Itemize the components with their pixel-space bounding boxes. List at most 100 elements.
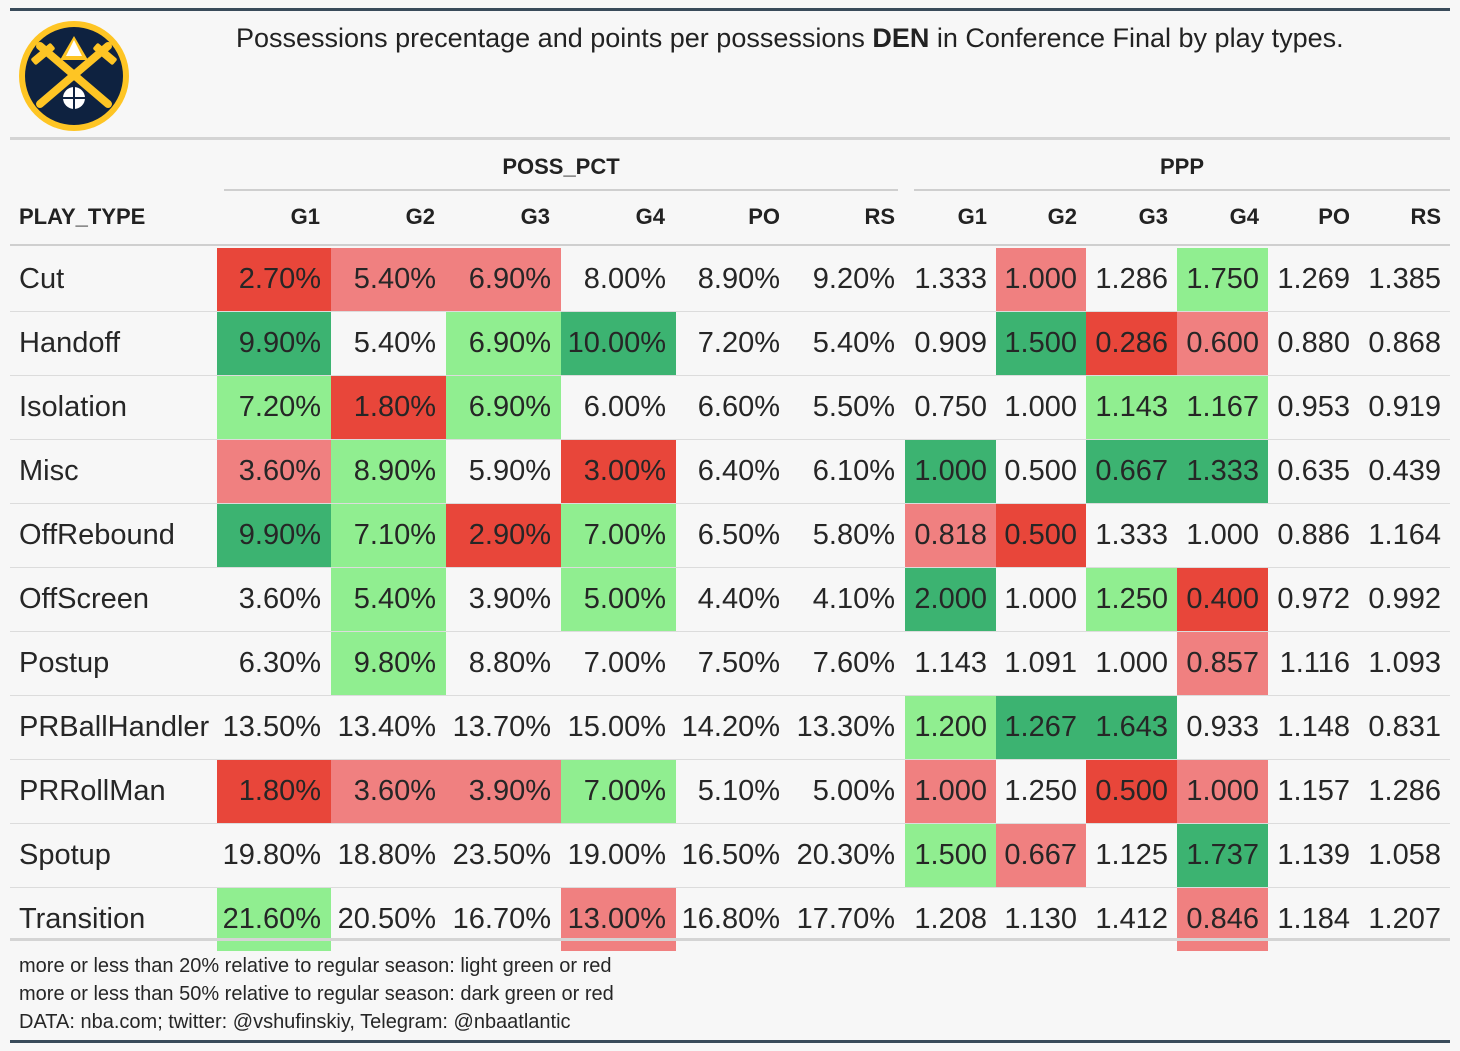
cell-poss-pct-g1: 3.60%	[217, 439, 331, 504]
group-underline-poss-pct	[224, 189, 898, 191]
cell-ppp-g2: 0.500	[996, 503, 1086, 568]
cell-poss-pct-g2: 20.50%	[331, 887, 446, 951]
chart-title-team: DEN	[872, 23, 930, 53]
cell-ppp-g3: 1.412	[1086, 887, 1177, 951]
cell-ppp-g1: 2.000	[905, 567, 996, 632]
cell-ppp-g1: 1.000	[905, 759, 996, 824]
cell-poss-pct-g3: 2.90%	[446, 503, 561, 568]
cell-ppp-g4: 1.167	[1177, 375, 1268, 440]
table-row: OffScreen 3.60% 5.40% 3.90% 5.00% 4.40% 4.10% 2…	[10, 567, 1450, 632]
footnotes: more or less than 20% relative to regula…	[19, 952, 614, 1036]
cell-poss-pct-rs: 6.10%	[790, 439, 905, 504]
cell-poss-pct-rs: 20.30%	[790, 823, 905, 888]
cell-poss-pct-g4: 10.00%	[561, 311, 676, 376]
group-underline-ppp	[914, 189, 1450, 191]
column-header-poss-pct-po: PO	[748, 204, 780, 229]
cell-poss-pct-g2: 5.40%	[331, 311, 446, 376]
cell-poss-pct-g2: 5.40%	[331, 248, 446, 312]
cell-poss-pct-g2: 5.40%	[331, 567, 446, 632]
cell-ppp-rs: 0.992	[1359, 567, 1450, 632]
cell-poss-pct-po: 7.20%	[676, 311, 790, 376]
column-header-poss-pct-g2: G2	[405, 204, 435, 229]
cell-poss-pct-g4: 7.00%	[561, 503, 676, 568]
cell-poss-pct-g4: 3.00%	[561, 439, 676, 504]
top-border	[10, 8, 1450, 11]
chart-title: Possessions precentage and points per po…	[236, 23, 1344, 53]
cell-poss-pct-g3: 23.50%	[446, 823, 561, 888]
cell-ppp-po: 1.116	[1268, 631, 1359, 696]
cell-ppp-rs: 1.207	[1359, 887, 1450, 951]
column-header-poss-pct-g4: G4	[635, 204, 665, 229]
cell-poss-pct-g3: 3.90%	[446, 759, 561, 824]
cell-ppp-po: 1.148	[1268, 695, 1359, 760]
cell-ppp-g2: 1.000	[996, 375, 1086, 440]
column-header-ppp-g2: G2	[1047, 204, 1077, 229]
cell-poss-pct-g1: 13.50%	[217, 695, 331, 760]
cell-poss-pct-g2: 18.80%	[331, 823, 446, 888]
cell-ppp-po: 1.157	[1268, 759, 1359, 824]
nuggets-logo-icon	[19, 21, 129, 131]
cell-ppp-g2: 1.130	[996, 887, 1086, 951]
cell-ppp-g3: 1.143	[1086, 375, 1177, 440]
cell-ppp-rs: 1.286	[1359, 759, 1450, 824]
cell-ppp-po: 0.880	[1268, 311, 1359, 376]
column-header-play-type: PLAY_TYPE	[19, 204, 146, 229]
cell-ppp-rs: 1.164	[1359, 503, 1450, 568]
table-row: PRBallHandler 13.50% 13.40% 13.70% 15.00% 14.…	[10, 695, 1450, 760]
cell-ppp-po: 0.635	[1268, 439, 1359, 504]
cell-poss-pct-rs: 5.80%	[790, 503, 905, 568]
cell-poss-pct-po: 6.40%	[676, 439, 790, 504]
cell-poss-pct-g1: 19.80%	[217, 823, 331, 888]
cell-poss-pct-g4: 13.00%	[561, 887, 676, 951]
cell-ppp-g1: 0.909	[905, 311, 996, 376]
row-label: Cut	[19, 263, 65, 295]
table-row: OffRebound 9.90% 7.10% 2.90% 7.00% 6.50% 5.80%…	[10, 503, 1450, 568]
cell-ppp-rs: 1.058	[1359, 823, 1450, 888]
row-label: Postup	[10, 631, 217, 696]
cell-ppp-g1: 0.750	[905, 375, 996, 440]
cell-ppp-rs: 0.439	[1359, 439, 1450, 504]
cell-poss-pct-g4: 19.00%	[561, 823, 676, 888]
cell-poss-pct-g2: 9.80%	[331, 631, 446, 696]
row-label: PRRollMan	[10, 759, 217, 824]
cell-ppp-g1: 1.143	[905, 631, 996, 696]
cell-ppp-g1: 1.000	[905, 439, 996, 504]
cell-ppp-g2: 1.000	[996, 567, 1086, 632]
table-row: Transition 21.60% 20.50% 16.70% 13.00% 16.80%…	[10, 887, 1450, 951]
column-header-ppp-g3: G3	[1138, 204, 1168, 229]
column-header-divider	[10, 244, 1450, 246]
cell-poss-pct-g3: 13.70%	[446, 695, 561, 760]
cell-ppp-g4: 1.000	[1177, 503, 1268, 568]
cell-ppp-g4: 1.333	[1177, 439, 1268, 504]
cell-poss-pct-rs: 9.20%	[812, 263, 895, 295]
column-header-ppp-rs: RS	[1410, 204, 1441, 229]
cell-poss-pct-po: 5.10%	[676, 759, 790, 824]
row-label: PRBallHandler	[10, 695, 217, 760]
cell-poss-pct-g1: 1.80%	[217, 759, 331, 824]
cell-poss-pct-rs: 17.70%	[790, 887, 905, 951]
cell-poss-pct-rs: 5.50%	[790, 375, 905, 440]
cell-ppp-g2: 1.250	[996, 759, 1086, 824]
cell-poss-pct-po: 14.20%	[676, 695, 790, 760]
cell-poss-pct-rs: 5.40%	[790, 311, 905, 376]
cell-poss-pct-g3: 8.80%	[446, 631, 561, 696]
column-header-ppp-g1: G1	[957, 204, 987, 229]
cell-poss-pct-g1: 6.30%	[217, 631, 331, 696]
cell-poss-pct-po: 16.80%	[676, 887, 790, 951]
cell-ppp-g1: 1.208	[905, 887, 996, 951]
cell-ppp-g3: 1.125	[1086, 823, 1177, 888]
cell-poss-pct-g1: 3.60%	[217, 567, 331, 632]
cell-ppp-g3: 0.500	[1086, 759, 1177, 824]
table-row: Handoff 9.90% 5.40% 6.90% 10.00% 7.20% 5.40% 0.…	[10, 311, 1450, 376]
cell-ppp-g3: 1.000	[1086, 631, 1177, 696]
cell-ppp-g4: 0.600	[1177, 311, 1268, 376]
row-label: Handoff	[10, 311, 217, 376]
cell-ppp-g2: 0.667	[996, 823, 1086, 888]
row-label: Misc	[10, 439, 217, 504]
cell-poss-pct-g4: 7.00%	[561, 631, 676, 696]
cell-ppp-g3: 0.667	[1086, 439, 1177, 504]
table-bottom-divider	[10, 938, 1450, 941]
column-header-poss-pct-g1: G1	[290, 204, 320, 229]
cell-ppp-g4: 0.846	[1177, 887, 1268, 951]
cell-ppp-rs: 1.385	[1368, 263, 1441, 295]
